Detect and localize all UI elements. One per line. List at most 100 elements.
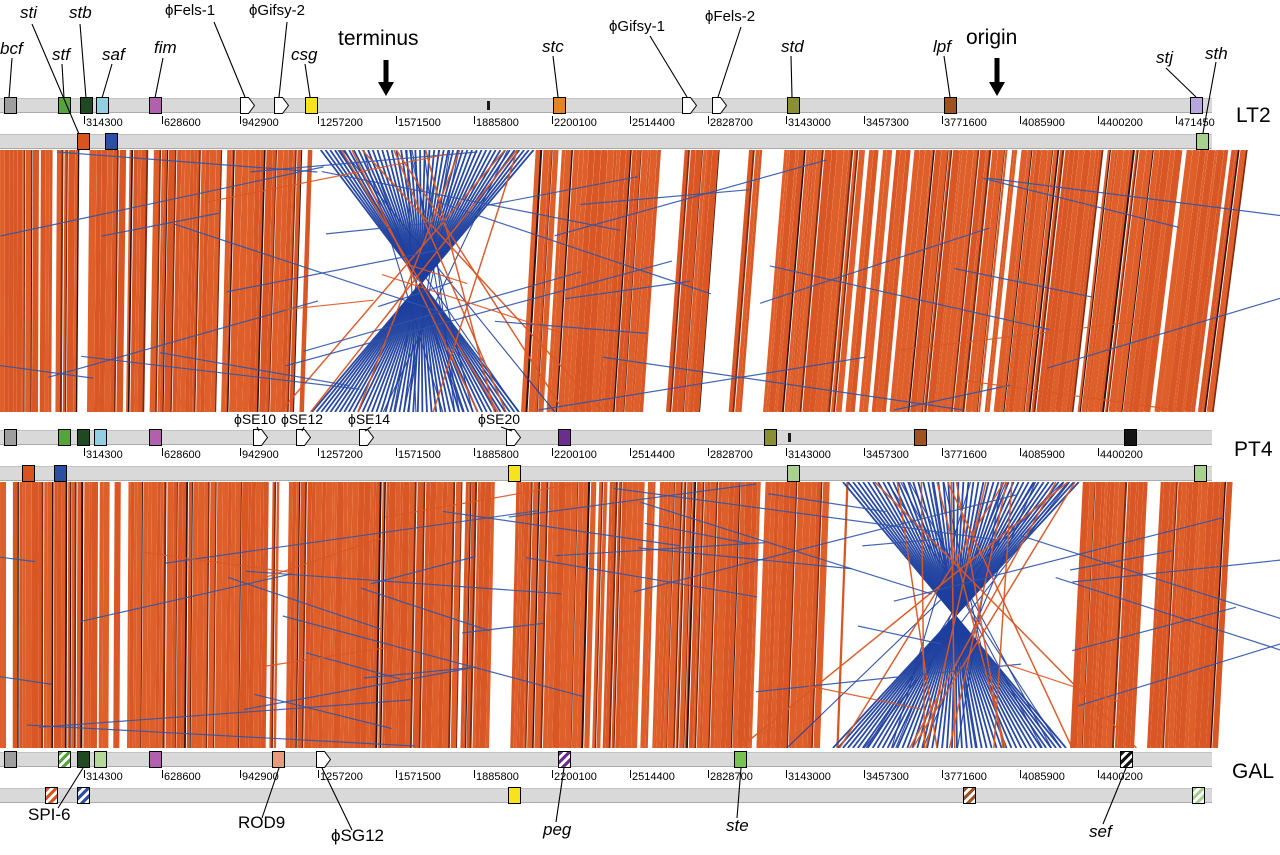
- gene-label-lpf: lpf: [933, 37, 951, 56]
- gene-marker: [764, 429, 777, 446]
- gene-marker: [45, 787, 58, 804]
- scale-tick-mark: [318, 770, 319, 778]
- scale-tick-label: 471450: [1178, 117, 1215, 129]
- scale-tick-label: 3143000: [788, 771, 831, 783]
- scale-tick-mark: [552, 770, 553, 778]
- scale-tick-label: 4085900: [1022, 771, 1065, 783]
- phage-marker: [359, 429, 374, 446]
- gene-label-stf: stf: [52, 45, 70, 64]
- gene-marker: [553, 97, 566, 114]
- gene-marker: [94, 751, 107, 768]
- scale-tick-mark: [864, 116, 865, 124]
- gene-marker: [149, 429, 162, 446]
- island-label-rod9: ROD9: [238, 813, 286, 832]
- gene-label-ste: ste: [726, 816, 749, 835]
- gene-marker: [80, 97, 93, 114]
- genome-label-pt4: PT4: [1234, 438, 1273, 461]
- gene-marker: [944, 97, 957, 114]
- scale-tick-mark: [1020, 770, 1021, 778]
- gene-marker: [1194, 465, 1207, 482]
- phage-label-se20: ϕSE20: [478, 411, 521, 427]
- phage-marker: [682, 97, 697, 114]
- gene-label-csg: csg: [291, 45, 318, 64]
- gene-label-sef: sef: [1089, 822, 1112, 841]
- gene-marker: [558, 429, 571, 446]
- genome-bar-top-PT4: [0, 430, 1212, 445]
- scale-tick-label: 1257200: [320, 771, 363, 783]
- gene-label-fim: fim: [154, 38, 177, 57]
- gene-marker: [77, 133, 90, 150]
- phage-label-se12: ϕSE12: [281, 411, 324, 427]
- scale-tick-mark: [162, 770, 163, 778]
- scale-tick-mark: [1098, 116, 1099, 124]
- scale-tick-mark: [84, 448, 85, 456]
- scale-tick-mark: [1098, 770, 1099, 778]
- scale-tick-mark: [318, 116, 319, 124]
- gene-marker: [58, 429, 71, 446]
- origin-label: origin: [966, 26, 1018, 49]
- scale-tick-mark: [396, 770, 397, 778]
- gene-marker: [1196, 133, 1209, 150]
- scale-tick-label: 2828700: [710, 449, 753, 461]
- gene-marker: [734, 751, 747, 768]
- gene-marker: [149, 97, 162, 114]
- scale-tick-label: 3457300: [866, 771, 909, 783]
- scale-tick-mark: [162, 448, 163, 456]
- scale-tick-label: 1257200: [320, 117, 363, 129]
- genome-bar-bottom-GAL: [0, 788, 1212, 803]
- genome-label-gal: GAL: [1232, 760, 1275, 783]
- scale-tick-mark: [942, 116, 943, 124]
- gene-marker: [77, 787, 90, 804]
- phage-label-gifsy2: ϕGifsy-2: [249, 2, 305, 19]
- gene-label-std: std: [781, 37, 804, 56]
- scale-tick-label: 1571500: [398, 117, 441, 129]
- scale-tick-mark: [1020, 116, 1021, 124]
- gene-marker: [1124, 429, 1137, 446]
- phage-label-fels1: ϕFels-1: [165, 2, 216, 19]
- gene-marker: [1192, 787, 1205, 804]
- gene-marker: [305, 97, 318, 114]
- gene-marker: [4, 751, 17, 768]
- phage-marker: [253, 429, 268, 446]
- scale-tick-label: 1885800: [476, 449, 519, 461]
- scale-tick-mark: [786, 116, 787, 124]
- terminus-label: terminus: [338, 27, 419, 50]
- scale-tick-mark: [240, 448, 241, 456]
- scale-tick-label: 314300: [86, 771, 123, 783]
- genome-bar-bottom-LT2: [0, 134, 1212, 149]
- scale-tick-label: 3143000: [788, 449, 831, 461]
- scale-tick-label: 1571500: [398, 771, 441, 783]
- gene-marker: [105, 133, 118, 150]
- gene-marker: [558, 751, 571, 768]
- scale-tick-label: 2200100: [554, 771, 597, 783]
- comparison-pt4-gal: [0, 482, 1280, 748]
- scale-tick-mark: [708, 448, 709, 456]
- scale-tick-label: 1571500: [398, 449, 441, 461]
- gene-label-sti: sti: [20, 3, 37, 22]
- scale-tick-label: 2200100: [554, 449, 597, 461]
- phage-marker: [506, 429, 521, 446]
- gene-marker: [508, 465, 521, 482]
- scale-tick-mark: [942, 448, 943, 456]
- gene-label-peg: peg: [543, 820, 572, 839]
- phage-marker: [296, 429, 311, 446]
- gene-label-stj: stj: [1156, 48, 1173, 67]
- bar-dash-marker: [487, 101, 490, 110]
- scale-tick-mark: [396, 448, 397, 456]
- scale-tick-label: 2200100: [554, 117, 597, 129]
- scale-tick-label: 3771600: [944, 117, 987, 129]
- scale-tick-label: 3457300: [866, 117, 909, 129]
- scale-tick-mark: [942, 770, 943, 778]
- scale-tick-label: 4400200: [1100, 771, 1143, 783]
- gene-marker: [1120, 751, 1133, 768]
- gene-marker: [914, 429, 927, 446]
- genome-bar-top-GAL: [0, 752, 1212, 767]
- scale-tick-label: 2514400: [632, 771, 675, 783]
- scale-tick-label: 314300: [86, 117, 123, 129]
- genome-bar-top-LT2: [0, 98, 1212, 113]
- scale-tick-label: 628600: [164, 449, 201, 461]
- phage-label-gifsy1: ϕGifsy-1: [609, 18, 665, 35]
- gene-marker: [508, 787, 521, 804]
- scale-tick-mark: [240, 116, 241, 124]
- gene-marker: [22, 465, 35, 482]
